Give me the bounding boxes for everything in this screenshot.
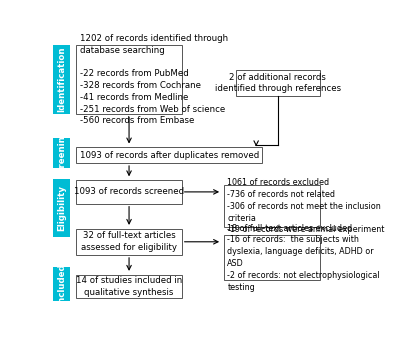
Text: Eligibility: Eligibility bbox=[57, 185, 66, 231]
Bar bbox=[224, 186, 320, 227]
Text: 32 of full-text articles
assessed for eligibility: 32 of full-text articles assessed for el… bbox=[81, 232, 177, 252]
Text: Screening: Screening bbox=[57, 129, 66, 178]
Text: 14 of studies included in
qualitative synthesis: 14 of studies included in qualitative sy… bbox=[76, 276, 182, 297]
Bar bbox=[224, 235, 320, 280]
Text: 1093 of records after duplicates removed: 1093 of records after duplicates removed bbox=[80, 151, 259, 160]
Bar bbox=[53, 138, 70, 168]
Text: 18 of full-text articles excluded
-16 of records:  the subjects with
dyslexia, l: 18 of full-text articles excluded -16 of… bbox=[227, 224, 380, 292]
Text: 1202 of records identified through
database searching

-22 records from PubMed
-: 1202 of records identified through datab… bbox=[80, 34, 228, 125]
Bar bbox=[76, 147, 262, 163]
Text: Included: Included bbox=[57, 263, 66, 305]
Text: 1093 of records screened: 1093 of records screened bbox=[74, 188, 184, 196]
Bar bbox=[76, 45, 182, 115]
Bar bbox=[53, 267, 70, 301]
Text: 2 of additional records
identified through references: 2 of additional records identified throu… bbox=[215, 73, 341, 93]
Bar bbox=[76, 229, 182, 255]
Bar bbox=[53, 179, 70, 237]
Bar bbox=[236, 70, 320, 96]
Text: Identification: Identification bbox=[57, 47, 66, 113]
Text: 1061 of records excluded
-736 of records not related
-306 of records not meet th: 1061 of records excluded -736 of records… bbox=[227, 178, 385, 235]
Bar bbox=[76, 275, 182, 298]
Bar bbox=[76, 180, 182, 204]
Bar bbox=[53, 45, 70, 115]
